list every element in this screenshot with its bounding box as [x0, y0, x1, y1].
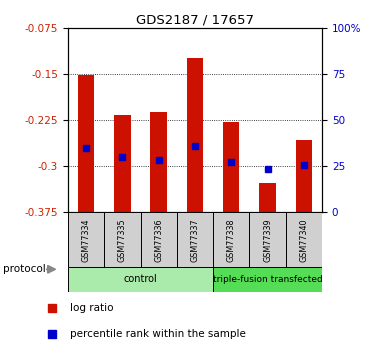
Text: GSM77340: GSM77340 — [300, 218, 308, 262]
Bar — [286, 212, 322, 267]
Bar — [223, 122, 239, 212]
Bar — [213, 212, 249, 267]
Bar — [78, 75, 94, 212]
Bar — [296, 140, 312, 212]
Bar — [68, 212, 104, 267]
Bar — [187, 58, 203, 212]
Text: percentile rank within the sample: percentile rank within the sample — [69, 329, 245, 338]
Text: GSM77337: GSM77337 — [191, 218, 199, 262]
Bar — [104, 212, 140, 267]
Bar — [151, 112, 167, 212]
Bar — [249, 212, 286, 267]
Text: control: control — [124, 275, 158, 284]
Text: GSM77334: GSM77334 — [81, 218, 90, 262]
Text: GSM77338: GSM77338 — [227, 218, 236, 262]
Text: GSM77339: GSM77339 — [263, 218, 272, 262]
Text: triple-fusion transfected: triple-fusion transfected — [213, 275, 322, 284]
Bar — [68, 267, 213, 292]
Bar — [177, 212, 213, 267]
Bar — [140, 212, 177, 267]
Text: GSM77335: GSM77335 — [118, 218, 127, 262]
Title: GDS2187 / 17657: GDS2187 / 17657 — [136, 13, 254, 27]
Text: GSM77336: GSM77336 — [154, 218, 163, 262]
Text: log ratio: log ratio — [69, 303, 113, 313]
Bar — [260, 183, 276, 212]
Bar — [114, 115, 130, 212]
Text: protocol: protocol — [3, 264, 46, 274]
Bar — [213, 267, 322, 292]
